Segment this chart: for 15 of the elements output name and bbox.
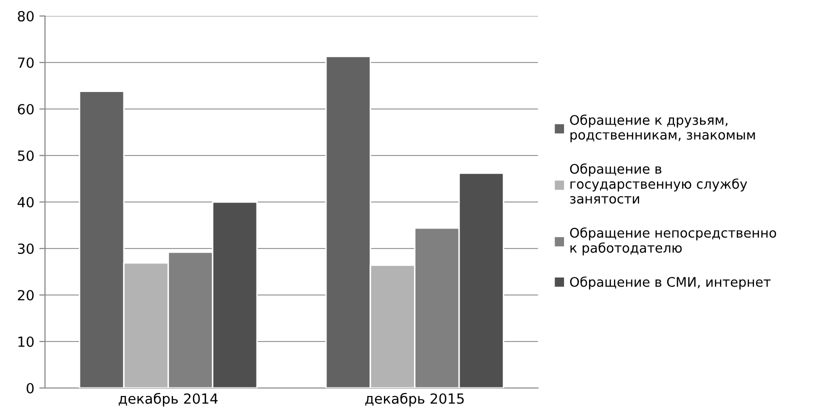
y-tick-label: 60 bbox=[18, 104, 34, 114]
y-tick-label: 40 bbox=[18, 196, 34, 208]
y-tick-label: 20 bbox=[18, 290, 34, 300]
y-tick-label: 10 bbox=[18, 336, 34, 347]
legend-label: Обращение к друзьям, родственникам, знакомым bbox=[570, 114, 755, 142]
y-tick-label: 50 bbox=[18, 150, 34, 161]
x-tick-label: декабрь 2014 bbox=[118, 392, 218, 407]
legend-label: Обращение в государственную службу занятости bbox=[570, 163, 748, 204]
legend-label: Обращение в СМИ, интернет bbox=[570, 276, 771, 290]
legend-label: Обращение непосредственно к работодателю bbox=[570, 227, 776, 256]
y-tick-label: 80 bbox=[18, 10, 34, 22]
y-tick-label: 70 bbox=[18, 57, 34, 68]
x-tick-label: декабрь 2015 bbox=[365, 392, 464, 407]
y-tick-label: 0 bbox=[26, 382, 34, 394]
y-tick-label: 30 bbox=[18, 243, 34, 254]
